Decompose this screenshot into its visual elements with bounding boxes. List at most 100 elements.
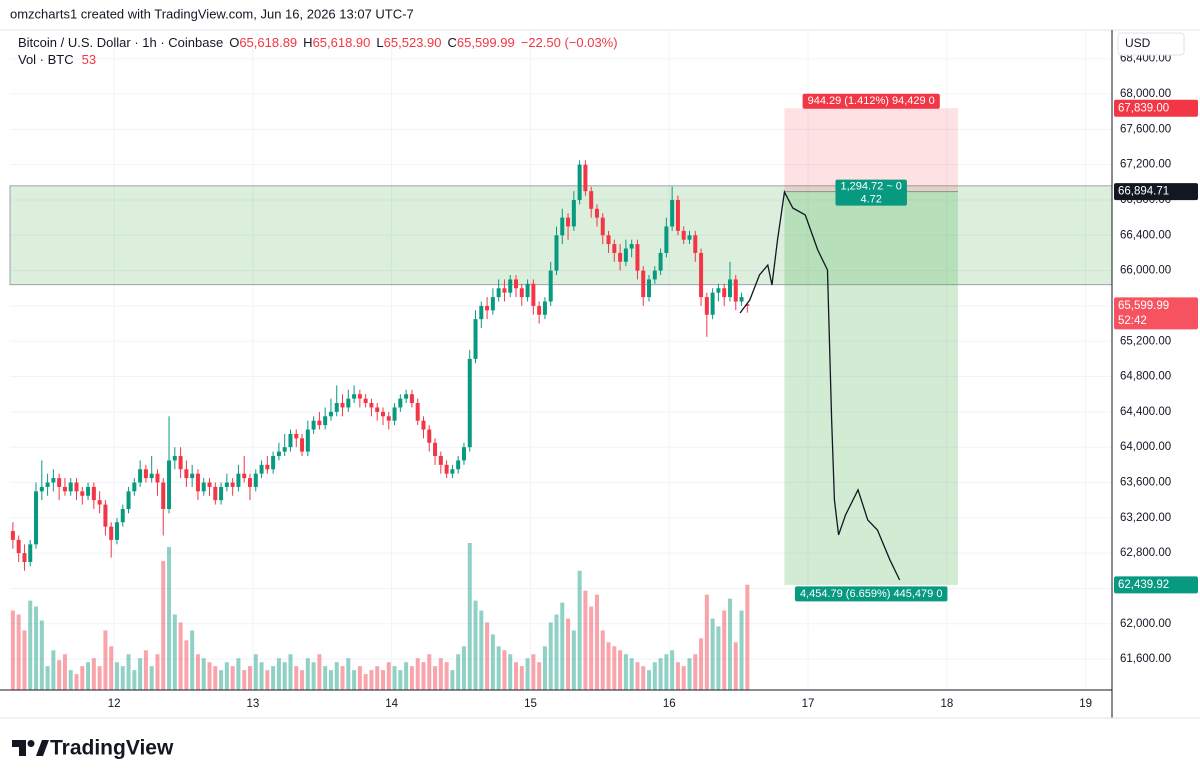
volume-bar <box>583 590 588 690</box>
volume-bar <box>670 650 675 690</box>
candle-body <box>612 244 617 253</box>
candle-body <box>294 433 299 439</box>
candle-body <box>62 486 67 492</box>
legend-value: 65,618.90 <box>313 35 371 50</box>
candle-body <box>352 394 357 399</box>
candle-body <box>606 235 611 245</box>
candle-body <box>519 288 524 298</box>
candle-body <box>10 531 15 540</box>
target-label-bg <box>794 586 948 602</box>
candle-body <box>207 482 212 487</box>
y-tick-label: 66,400.00 <box>1120 229 1171 241</box>
candle-body <box>103 504 108 527</box>
volume-bar <box>62 654 67 690</box>
volume-bar <box>271 666 276 690</box>
candle-body <box>461 447 466 461</box>
candle-body <box>346 398 351 408</box>
volume-bar <box>716 626 721 690</box>
volume-bar <box>444 662 449 690</box>
candle-body <box>583 164 588 192</box>
volume-bar <box>178 622 183 690</box>
candle-body <box>120 508 125 523</box>
candle-body <box>149 473 154 479</box>
volume-bar <box>664 654 669 690</box>
candle-body <box>589 191 594 209</box>
candle-body <box>415 403 420 421</box>
candle-body <box>213 486 218 501</box>
volume-bar <box>415 658 420 690</box>
y-tick-label: 62,800.00 <box>1120 547 1171 559</box>
candle-body <box>670 199 675 227</box>
candle-body <box>386 416 391 421</box>
entry-label-sub: 4.72 <box>860 194 881 206</box>
x-tick-label: 17 <box>802 698 815 710</box>
candle-body <box>259 464 264 474</box>
candle-body <box>571 199 576 227</box>
volume-bar <box>548 622 553 690</box>
volume-bar <box>207 662 212 690</box>
volume-bar <box>693 654 698 690</box>
volume-bar <box>219 670 224 690</box>
volume-bar <box>34 606 39 690</box>
volume-last: 53 <box>82 52 96 67</box>
x-tick-label: 12 <box>108 698 121 710</box>
volume-bar <box>242 670 247 690</box>
candle-body <box>155 473 160 483</box>
volume-bar <box>722 610 727 690</box>
volume-bar <box>265 670 270 690</box>
candle-body <box>276 451 281 457</box>
candle-body <box>178 456 183 470</box>
candle-body <box>340 403 345 408</box>
candle-body <box>699 252 704 298</box>
candle-body <box>74 482 79 492</box>
candle-body <box>560 217 565 236</box>
candle-body <box>594 208 599 218</box>
x-tick-label: 15 <box>524 698 537 710</box>
price-tag-label: 62,439.92 <box>1118 579 1169 591</box>
y-tick-label: 61,600.00 <box>1120 653 1171 665</box>
candle-body <box>300 438 305 452</box>
header-text: omzcharts1 created with TradingView.com,… <box>10 6 414 21</box>
candle-body <box>184 469 189 479</box>
candle-body <box>710 292 715 315</box>
candle-body <box>195 473 200 492</box>
y-tick-label: 68,000.00 <box>1120 88 1171 100</box>
volume-bar <box>138 658 143 690</box>
candle-body <box>328 411 333 417</box>
volume-bar <box>155 654 160 690</box>
currency-box <box>1117 32 1185 56</box>
candle-body <box>230 482 235 487</box>
candle-body <box>398 398 403 408</box>
candle-body <box>404 394 409 399</box>
candle-body <box>288 433 293 448</box>
volume-bar <box>404 662 409 690</box>
candle-body <box>242 473 247 479</box>
candle-body <box>727 279 732 298</box>
volume-bar <box>300 670 305 690</box>
volume-bar <box>537 662 542 690</box>
volume-bar <box>461 646 466 690</box>
candle-body <box>51 478 56 483</box>
volume-bar <box>473 600 478 690</box>
candle-body <box>323 416 328 426</box>
volume-bar <box>253 654 258 690</box>
volume-bar <box>57 660 62 690</box>
volume-bar <box>97 666 102 690</box>
volume-bar <box>120 666 125 690</box>
volume-bar <box>571 630 576 690</box>
volume-bar <box>560 602 565 690</box>
volume-bar <box>74 674 79 690</box>
volume-bar <box>727 598 732 690</box>
volume-bar <box>334 662 339 690</box>
volume-bar <box>288 654 293 690</box>
volume-bar <box>357 666 362 690</box>
price-tag-countdown: 52:42 <box>1118 315 1147 327</box>
candle-body <box>253 473 258 487</box>
volume-bar <box>687 658 692 690</box>
volume-bar <box>433 666 438 690</box>
candle-body <box>45 482 50 487</box>
volume-bar <box>224 662 229 690</box>
price-tag <box>1114 576 1198 594</box>
candle-body <box>369 403 374 408</box>
